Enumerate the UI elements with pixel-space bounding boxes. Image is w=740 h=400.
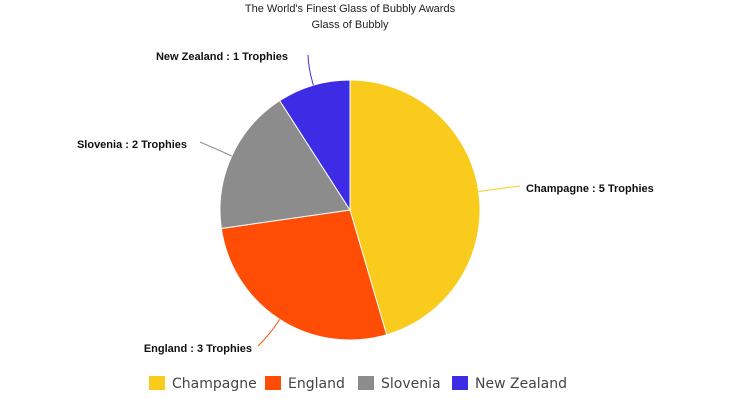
legend-item-england[interactable]: England: [265, 376, 345, 392]
legend-label: England: [288, 376, 345, 392]
legend-swatch: [452, 376, 468, 390]
leader-line-slovenia: [199, 141, 232, 157]
legend-item-new-zealand[interactable]: New Zealand: [452, 376, 567, 392]
data-label-champagne: Champagne : 5 Trophies: [526, 183, 654, 195]
legend-swatch: [149, 376, 165, 390]
data-label-england: England : 3 Trophies: [144, 343, 252, 355]
legend-item-champagne[interactable]: Champagne: [149, 376, 257, 392]
legend-swatch: [358, 376, 374, 390]
pie-slice-new-zealand[interactable]: [279, 79, 351, 212]
legend-label: Champagne: [172, 376, 257, 392]
data-label-new-zealand: New Zealand : 1 Trophies: [156, 51, 288, 63]
legend-item-slovenia[interactable]: Slovenia: [358, 376, 441, 392]
chart-title: The World's Finest Glass of Bubbly Award…: [245, 3, 456, 15]
leader-line-new-zealand: [307, 54, 314, 86]
chart-subtitle: Glass of Bubbly: [311, 19, 389, 31]
legend-label: Slovenia: [381, 376, 441, 392]
legend-label: New Zealand: [475, 376, 567, 392]
legend-swatch: [265, 376, 281, 390]
leader-line-champagne: [478, 185, 521, 192]
data-label-slovenia: Slovenia : 2 Trophies: [77, 139, 187, 151]
leader-line-england: [257, 319, 281, 347]
pie-slice-champagne[interactable]: [349, 79, 481, 336]
